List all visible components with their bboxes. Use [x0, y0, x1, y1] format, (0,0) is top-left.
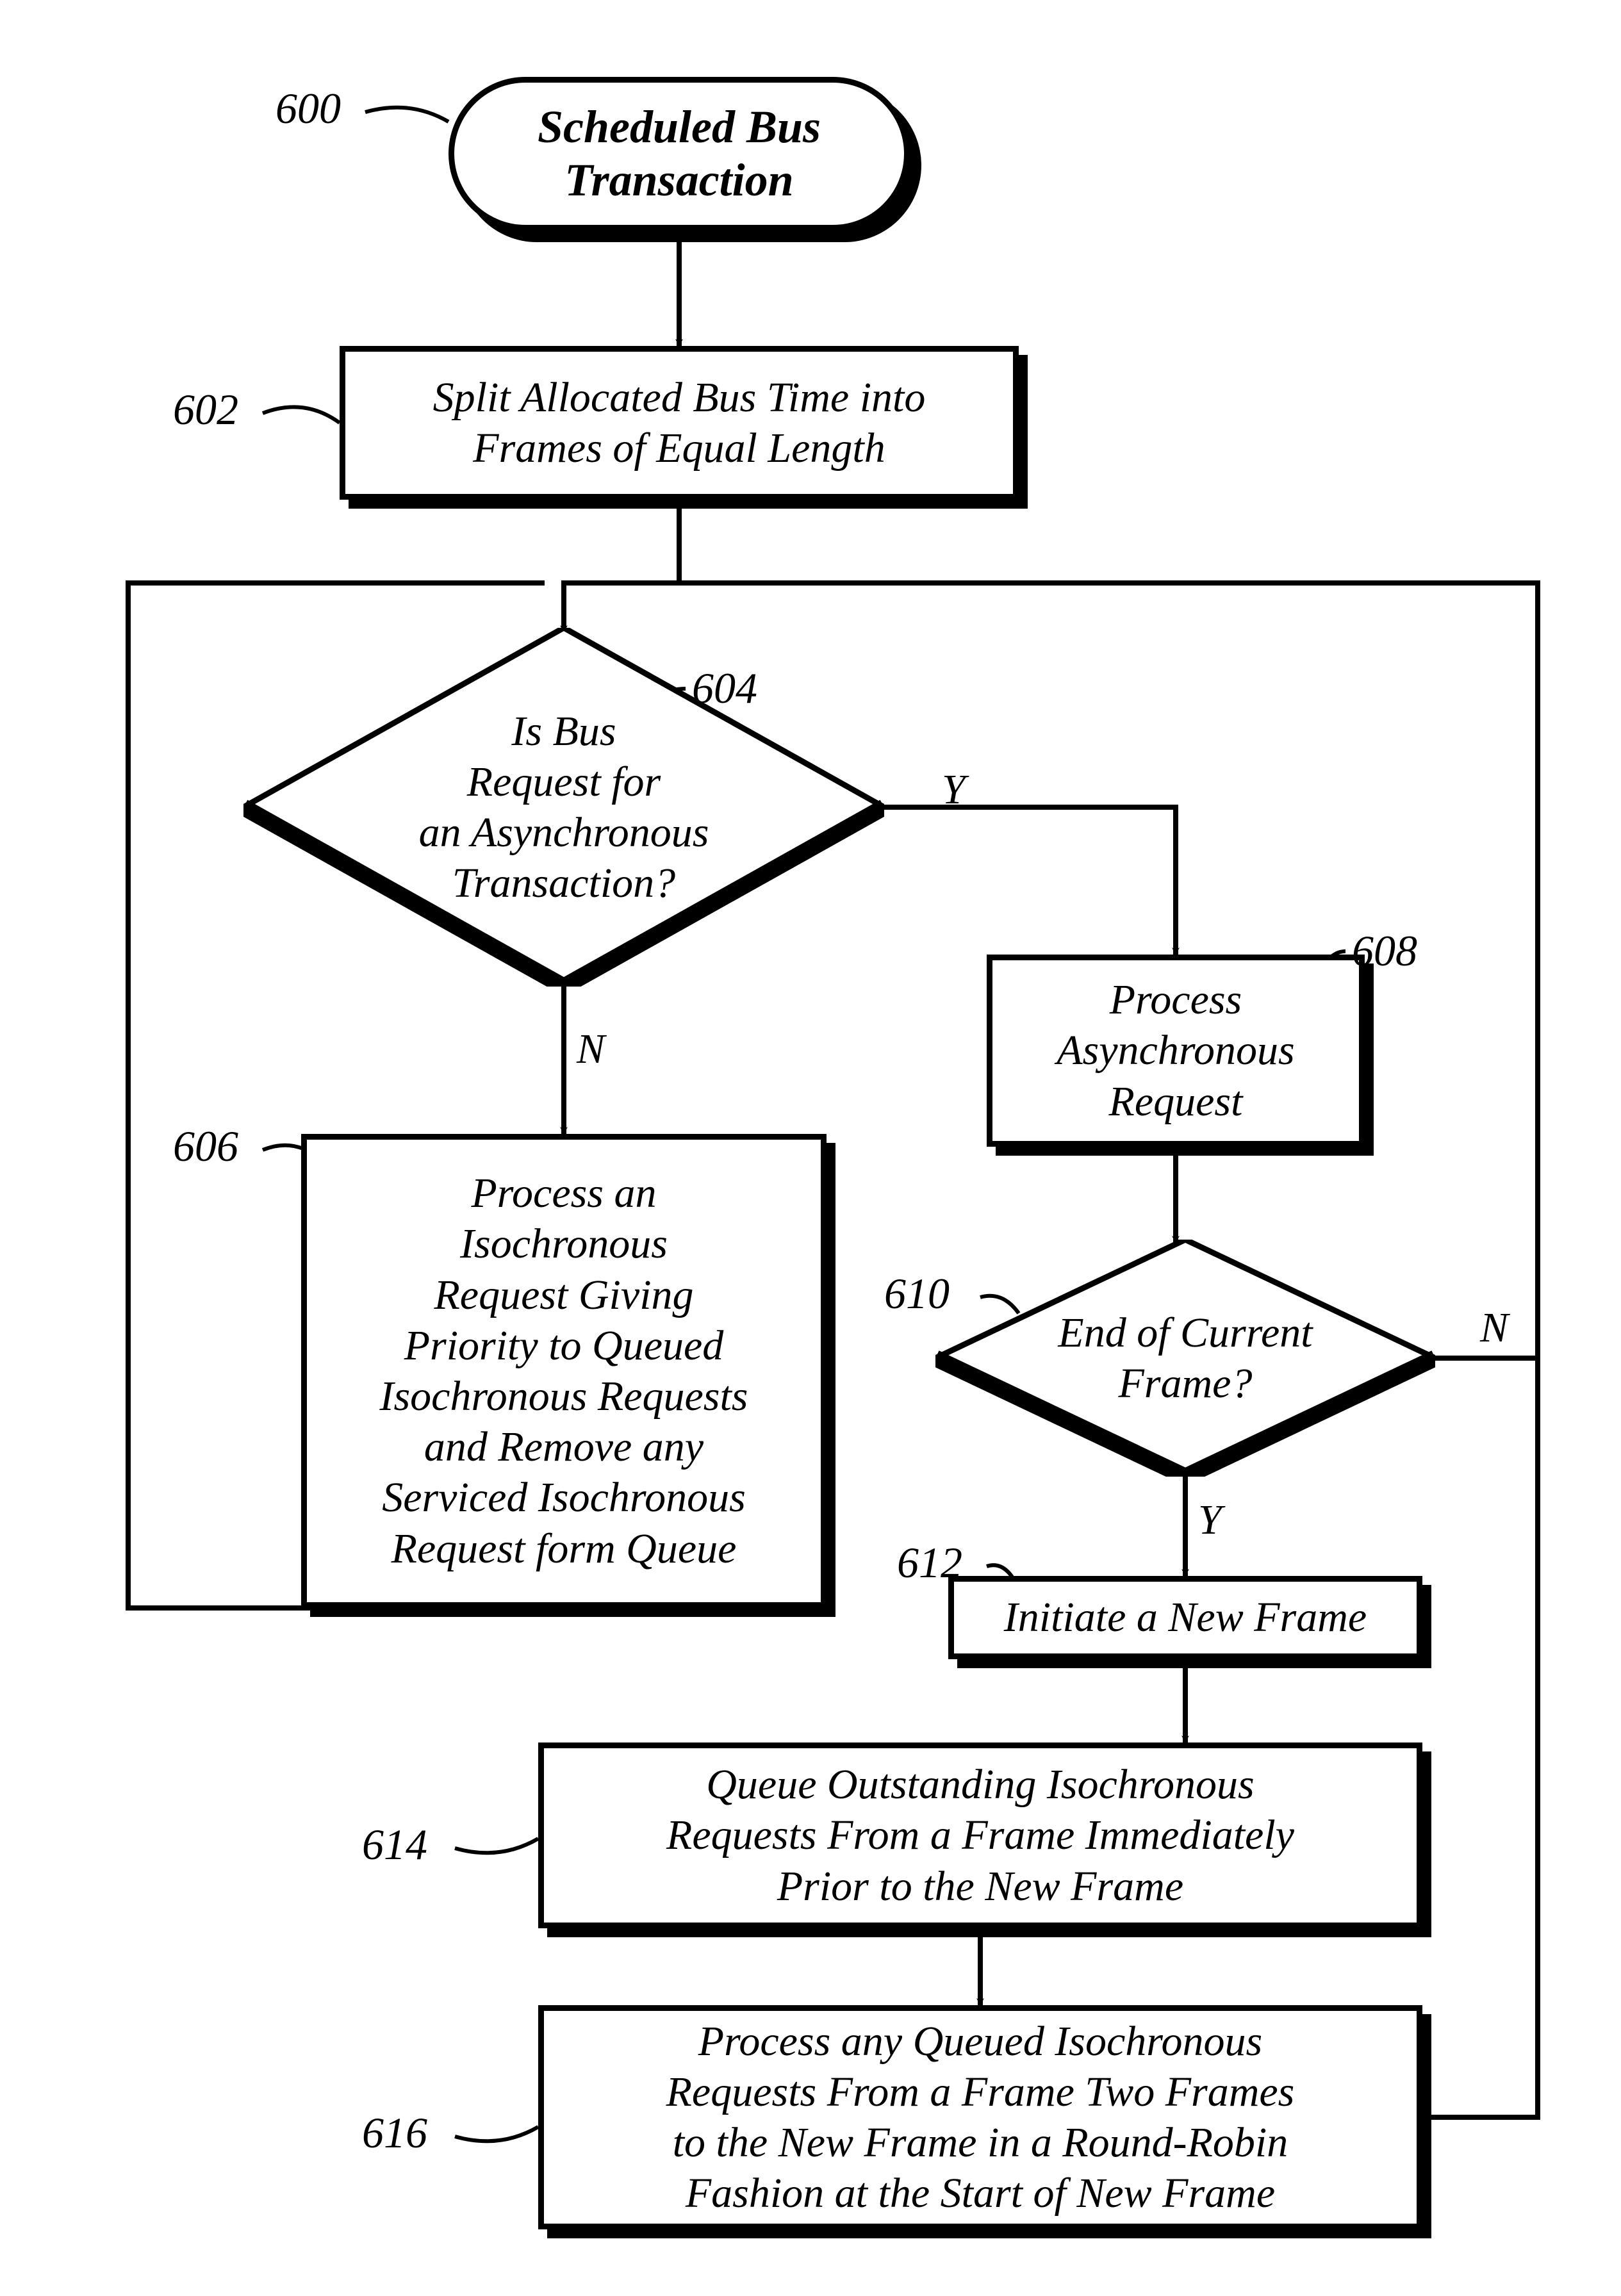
ref-label-608: 608 [1352, 926, 1417, 976]
leader-602 [263, 407, 340, 423]
edge-label-610-y: Y [1198, 1496, 1222, 1545]
edge-602-604 [564, 500, 679, 632]
node-614-process: Queue Outstanding IsochronousRequests Fr… [538, 1742, 1422, 1928]
node-612-text: Initiate a New Frame [1004, 1592, 1367, 1643]
leader-616 [455, 2127, 538, 2141]
node-600-terminator: Scheduled BusTransaction [448, 77, 910, 231]
edge-label-610-n: N [1480, 1304, 1508, 1352]
ref-label-616: 616 [362, 2108, 427, 2158]
edge-604-608-y [884, 807, 1176, 955]
node-604-text: Is BusRequest foran AsynchronousTransact… [419, 706, 709, 909]
edge-616-loop-right [1422, 589, 1538, 2117]
node-616-text: Process any Queued IsochronousRequests F… [666, 2016, 1295, 2219]
node-602-text: Split Allocated Bus Time intoFrames of E… [433, 372, 926, 473]
flowchart-canvas: Scheduled BusTransaction Split Allocated… [0, 0, 1621, 2296]
ref-label-606: 606 [173, 1121, 238, 1172]
ref-label-600: 600 [276, 83, 341, 134]
node-614-text: Queue Outstanding IsochronousRequests Fr… [666, 1759, 1294, 1912]
node-602-process: Split Allocated Bus Time intoFrames of E… [340, 346, 1019, 500]
ref-label-614: 614 [362, 1819, 427, 1870]
node-616-process: Process any Queued IsochronousRequests F… [538, 2005, 1422, 2229]
node-600-text: Scheduled BusTransaction [538, 101, 821, 207]
leader-600 [365, 108, 448, 122]
ref-label-604: 604 [692, 663, 757, 714]
node-610-decision: End of CurrentFrame? [935, 1240, 1435, 1477]
node-608-process: ProcessAsynchronousRequest [987, 955, 1365, 1147]
node-612-process: Initiate a New Frame [948, 1576, 1422, 1659]
ref-label-612: 612 [897, 1538, 962, 1588]
node-606-process: Process anIsochronousRequest GivingPrior… [301, 1134, 827, 1608]
edge-label-604-y: Y [942, 766, 966, 814]
ref-label-610: 610 [884, 1268, 950, 1319]
leader-614 [455, 1839, 538, 1853]
node-610-text: End of CurrentFrame? [1058, 1308, 1312, 1409]
node-606-text: Process anIsochronousRequest GivingPrior… [380, 1168, 748, 1574]
edge-label-604-n: N [577, 1025, 605, 1074]
node-608-text: ProcessAsynchronousRequest [1057, 974, 1295, 1127]
ref-label-602: 602 [173, 384, 238, 435]
node-604-decision: Is BusRequest foran AsynchronousTransact… [243, 628, 884, 987]
